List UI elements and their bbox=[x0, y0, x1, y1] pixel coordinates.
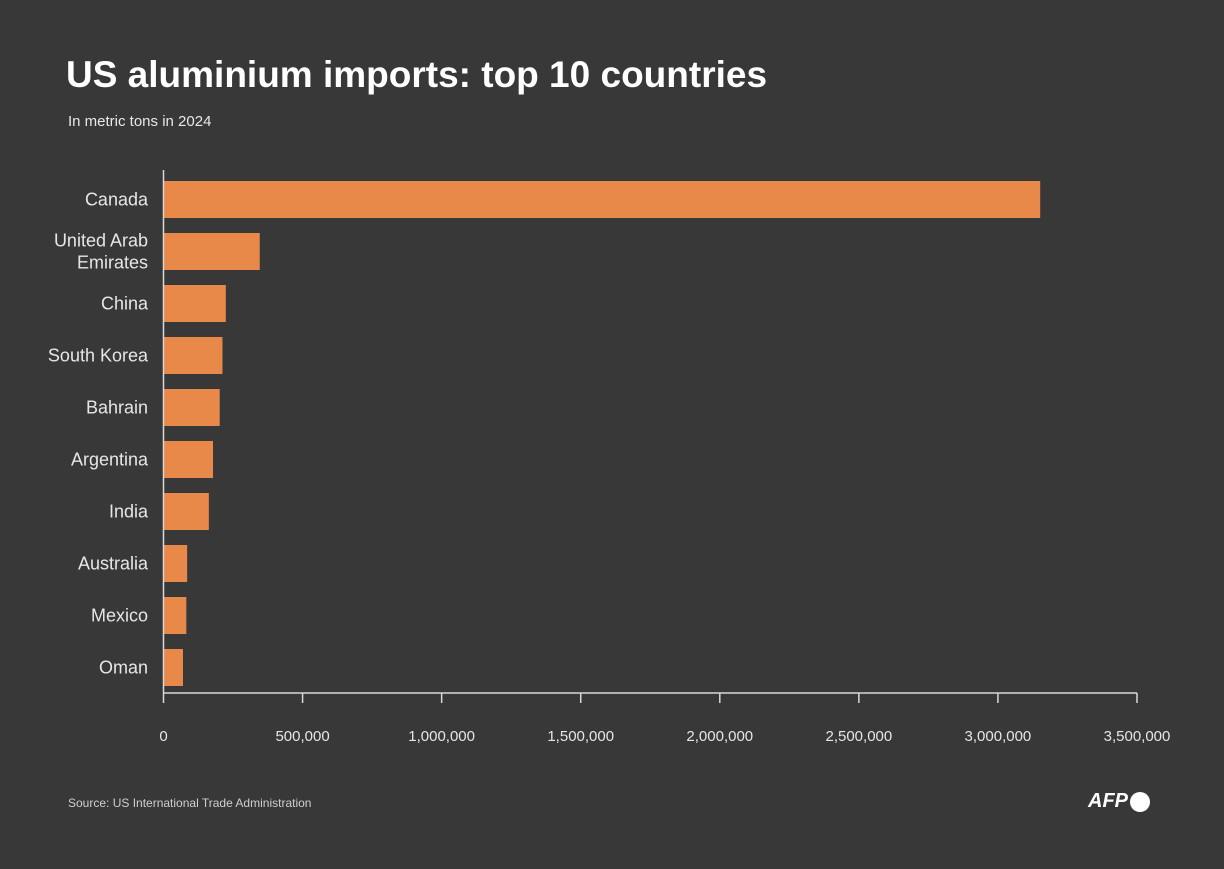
category-label: Argentina bbox=[71, 450, 149, 470]
bar-australia bbox=[163, 545, 188, 582]
category-label: Canada bbox=[85, 190, 149, 210]
category-label: China bbox=[101, 294, 149, 314]
bar-oman bbox=[163, 649, 183, 686]
chart-title: US aluminium imports: top 10 countries bbox=[66, 54, 768, 95]
x-tick-label: 0 bbox=[159, 728, 167, 745]
chart-subtitle: In metric tons in 2024 bbox=[68, 113, 212, 130]
bar-india bbox=[163, 493, 209, 530]
category-label: United Arab Emirates bbox=[54, 231, 148, 273]
category-label: South Korea bbox=[48, 346, 149, 366]
x-tick-label: 3,500,000 bbox=[1104, 728, 1171, 745]
x-tick-label: 3,000,000 bbox=[965, 728, 1032, 745]
category-label: Bahrain bbox=[86, 398, 148, 418]
category-label: India bbox=[109, 502, 149, 522]
x-tick-label: 1,000,000 bbox=[408, 728, 475, 745]
category-label: Australia bbox=[78, 554, 149, 574]
x-tick-label: 1,500,000 bbox=[547, 728, 614, 745]
bar-bahrain bbox=[163, 389, 220, 426]
x-tick-label: 500,000 bbox=[275, 728, 329, 745]
x-tick-label: 2,000,000 bbox=[686, 728, 753, 745]
afp-logo: AFP bbox=[1088, 790, 1150, 813]
category-label: Oman bbox=[99, 658, 148, 678]
bar-south-korea bbox=[163, 337, 223, 374]
bar-mexico bbox=[163, 597, 187, 634]
source-note: Source: US International Trade Administr… bbox=[68, 796, 312, 810]
category-label: Mexico bbox=[91, 606, 148, 626]
bar-argentina bbox=[163, 441, 214, 478]
bar-canada bbox=[163, 181, 1041, 218]
logo-dot bbox=[1130, 791, 1150, 812]
logo-text: AFP bbox=[1088, 790, 1128, 812]
bar-china bbox=[163, 285, 226, 322]
x-tick-label: 2,500,000 bbox=[825, 728, 892, 745]
bar-united-arab-emirates bbox=[163, 233, 260, 270]
